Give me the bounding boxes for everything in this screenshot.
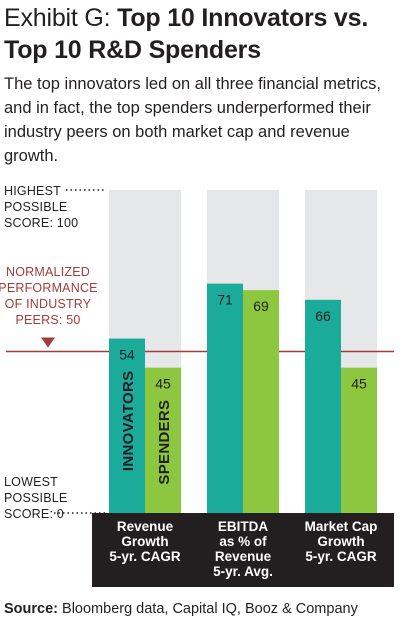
data-label-spenders-3: 45 [351, 376, 367, 392]
data-label-innovators-2: 71 [217, 292, 233, 308]
axis-annotation-1-line-2: POSSIBLE [4, 200, 67, 214]
bar-innovators-2 [207, 283, 243, 513]
reference-annotation-line-2: PERFORMANCE [0, 281, 98, 295]
category-label-2-line-3: Revenue [215, 549, 272, 564]
axis-annotation-2-line-3: SCORE: 0 [4, 507, 64, 521]
chart-subtitle: The top innovators led on all three fina… [4, 75, 381, 165]
category-label-2-line-4: 5-yr. Avg. [213, 564, 273, 579]
reference-annotation-line-3: OF INDUSTRY [5, 297, 92, 311]
axis-annotation-2-line-2: POSSIBLE [4, 491, 67, 505]
category-label-1-line-3: 5-yr. CAGR [109, 549, 181, 564]
exhibit-label: Exhibit G: [4, 4, 118, 32]
category-label-1-line-2: Growth [121, 534, 168, 549]
data-label-spenders-2: 69 [253, 298, 269, 314]
chart-title: Exhibit G: Top 10 Innovators vs. Top 10 … [4, 2, 396, 66]
series-label-spenders: SPENDERS [156, 400, 173, 485]
title-line-2: Top 10 R&D Spenders [4, 36, 261, 64]
category-label-2-line-1: EBITDA [218, 519, 269, 534]
bar-spenders-1 [145, 367, 181, 513]
category-label-3-line-2: Growth [317, 534, 364, 549]
bar-innovators-3 [305, 299, 341, 513]
reference-annotation-line-4: PEERS: 50 [15, 313, 80, 327]
category-label-band [92, 513, 394, 587]
axis-annotation-1-line-1: HIGHEST [4, 184, 61, 198]
axis-annotation-1-line-3: SCORE: 100 [4, 216, 78, 230]
bar-innovators-1 [109, 338, 145, 513]
source-text: Bloomberg data, Capital IQ, Booz & Compa… [58, 601, 358, 617]
bar-spenders-3 [341, 367, 377, 513]
data-label-spenders-1: 45 [155, 376, 171, 392]
category-label-3-line-1: Market Cap [305, 519, 378, 534]
source-note: Source: Bloomberg data, Capital IQ, Booz… [4, 600, 396, 618]
title-line-1: Top 10 Innovators vs. [117, 4, 369, 32]
data-label-innovators-1: 54 [119, 347, 135, 363]
series-label-innovators: INNOVATORS [120, 371, 137, 472]
category-label-3-line-3: 5-yr. CAGR [305, 549, 377, 564]
category-label-1-line-1: Revenue [117, 519, 174, 534]
source-label: Source: [4, 601, 58, 617]
axis-annotation-2-line-1: LOWEST [4, 475, 58, 489]
reference-annotation-line-1: NORMALIZED [6, 265, 90, 279]
reference-arrow-icon [41, 337, 55, 348]
bar-spenders-2 [243, 290, 279, 513]
data-label-innovators-3: 66 [315, 308, 331, 324]
category-label-2-line-2: as % of [219, 534, 267, 549]
